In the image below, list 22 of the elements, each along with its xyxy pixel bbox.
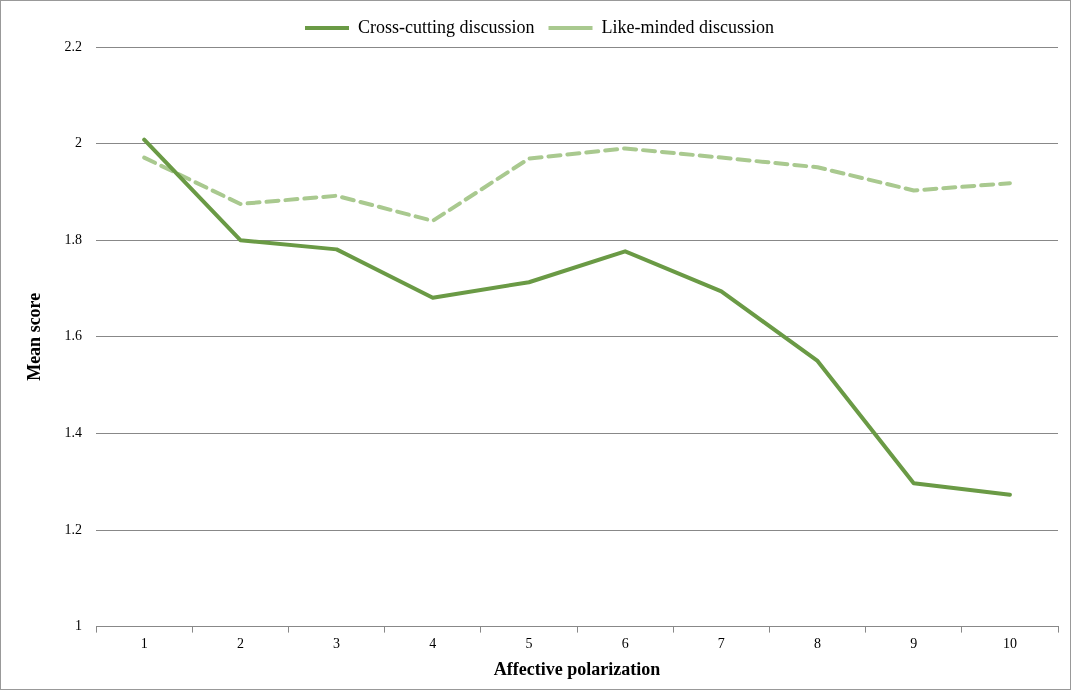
x-tick-label: 6 bbox=[621, 635, 629, 651]
y-tick-label: 1.6 bbox=[64, 328, 83, 344]
y-tick-label: 1.8 bbox=[64, 231, 83, 247]
x-tick-label: 9 bbox=[910, 635, 918, 651]
x-tick-label: 1 bbox=[140, 635, 148, 651]
y-tick-label: 1 bbox=[75, 618, 83, 634]
x-axis-title: Affective polarization bbox=[493, 658, 661, 679]
y-axis-title: Mean score bbox=[24, 292, 45, 381]
legend-label: Cross-cutting discussion bbox=[358, 16, 535, 37]
y-tick-label: 1.4 bbox=[64, 425, 83, 441]
line-series bbox=[142, 146, 1012, 223]
x-tick-label: 10 bbox=[1002, 635, 1017, 651]
y-tick-label: 2.2 bbox=[64, 38, 83, 54]
x-tick-label: 7 bbox=[717, 635, 725, 651]
x-tick-label: 4 bbox=[429, 635, 437, 651]
x-tick-label: 5 bbox=[525, 635, 533, 651]
x-tick-label: 3 bbox=[333, 635, 341, 651]
y-tick-label: 1.2 bbox=[64, 521, 83, 537]
legend-label: Like-minded discussion bbox=[601, 16, 774, 37]
x-tick-label: 2 bbox=[236, 635, 244, 651]
y-tick-label: 2 bbox=[75, 135, 83, 151]
x-tick-label: 8 bbox=[814, 635, 822, 651]
